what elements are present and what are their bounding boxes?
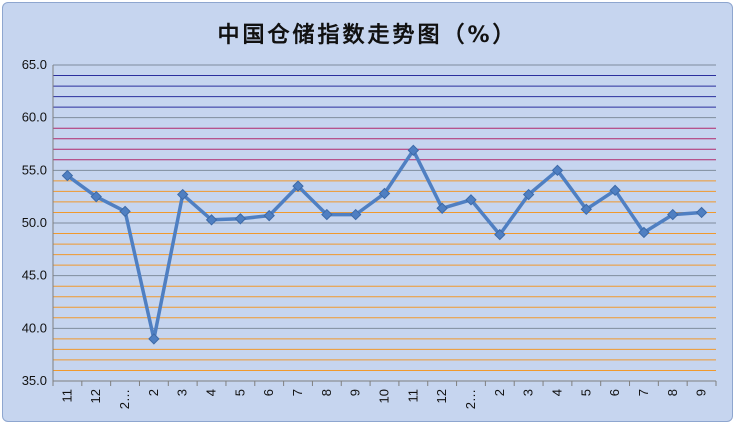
y-tick-label: 65.0 [22, 57, 47, 72]
data-point [148, 333, 160, 345]
data-point [436, 202, 448, 214]
x-tick-label: 12 [434, 389, 449, 403]
data-point [177, 188, 189, 201]
data-point [234, 213, 247, 225]
data-point [407, 144, 420, 157]
x-tick-label: 5 [578, 389, 593, 396]
x-tick-label: 2… [463, 389, 478, 409]
line-chart: 35.0 40.0 45.0 50.0 55.0 60.0 65.0 11 12 2… 2 3 4 5 6 7… [22, 57, 717, 409]
data-point [263, 209, 275, 222]
x-tick-label: 5 [232, 389, 247, 396]
chart-title: 中国仓储指数走势图（%） [217, 23, 518, 48]
x-tick-label: 8 [665, 389, 680, 396]
data-point [667, 208, 679, 221]
x-tick-label: 8 [319, 389, 334, 396]
data-point [580, 203, 592, 216]
y-tick-label: 35.0 [22, 373, 47, 388]
x-tick-label: 11 [59, 389, 74, 403]
data-point [61, 169, 74, 182]
data-point [465, 194, 477, 206]
data-point [695, 206, 708, 219]
data-point [494, 228, 506, 241]
x-tick-label: 4 [549, 389, 564, 396]
x-tick-label: 10 [377, 389, 392, 403]
data-point [119, 205, 131, 218]
x-tick-label: 7 [636, 389, 651, 396]
data-point [205, 214, 218, 226]
data-point [638, 226, 650, 239]
y-tick-label: 45.0 [22, 268, 47, 283]
x-tick-label: 2… [117, 389, 132, 409]
x-tick-label: 7 [290, 389, 305, 396]
data-point [292, 180, 304, 192]
y-tick-label: 40.0 [22, 320, 47, 335]
data-point [321, 208, 333, 221]
x-tick-label: 6 [607, 389, 622, 396]
x-tick-label: 3 [521, 389, 536, 396]
x-tick-label: 2 [146, 389, 161, 396]
y-tick-label: 50.0 [22, 215, 47, 230]
x-tick-label: 12 [88, 389, 103, 403]
data-point [609, 184, 621, 197]
x-tick-label: 3 [175, 389, 190, 396]
data-point [378, 187, 391, 200]
data-point [551, 164, 564, 177]
x-tick-label: 6 [261, 389, 276, 396]
data-point [90, 190, 102, 203]
x-tick-label: 2 [492, 389, 507, 396]
x-tick-label: 4 [204, 389, 219, 396]
data-point [522, 188, 535, 201]
x-tick-label: 9 [348, 389, 363, 396]
x-tick-label: 11 [405, 389, 420, 403]
y-tick-label: 55.0 [22, 162, 47, 177]
y-tick-label: 60.0 [22, 110, 47, 125]
x-tick-label: 9 [694, 389, 709, 396]
data-point [349, 208, 362, 221]
